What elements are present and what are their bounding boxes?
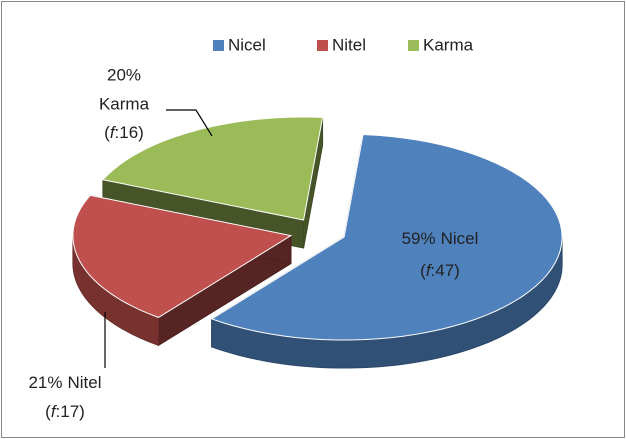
legend-swatch: [317, 40, 328, 51]
leader-line: [166, 109, 213, 137]
frequency-label: (f:17): [45, 402, 85, 421]
value-label: 21% Nitel: [28, 373, 101, 392]
category-label: Karma: [99, 94, 150, 113]
legend-label: Nicel: [228, 35, 266, 54]
frequency-label: (f:47): [420, 261, 460, 280]
data-labels: 59% Nicel (f:47) 21% Nitel (f:17) 20% Karma (f:1…: [28, 65, 478, 421]
value-label: 59% Nicel: [402, 229, 479, 248]
legend-swatch: [408, 40, 419, 51]
frequency-label: (f:16): [104, 123, 144, 142]
pie: [72, 116, 563, 369]
legend-swatch: [213, 40, 224, 51]
slice: [210, 133, 563, 341]
value-label: 20%: [107, 65, 141, 84]
slice: [72, 194, 293, 318]
slice: [101, 116, 324, 221]
legend: Nicel Nitel Karma: [213, 35, 474, 54]
legend-label: Nitel: [332, 35, 366, 54]
legend-label: Karma: [423, 35, 474, 54]
